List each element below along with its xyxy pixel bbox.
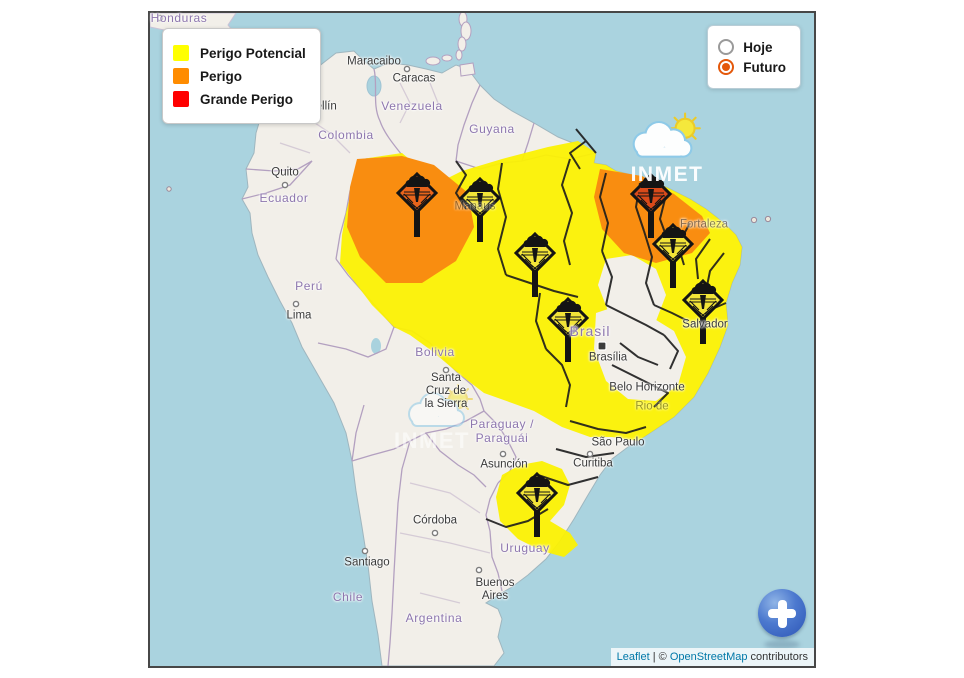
attribution-copyright: © xyxy=(658,651,670,663)
attribution-separator: | xyxy=(649,651,659,663)
alert-area-perigo-northwest xyxy=(347,156,474,283)
forecast-mode-toggle: Hoje Futuro xyxy=(707,25,801,89)
map-canvas xyxy=(150,13,814,666)
plus-icon xyxy=(777,599,787,628)
map-attribution: Leaflet | © OpenStreetMap contributors xyxy=(610,648,814,666)
caribbean-islands xyxy=(425,13,476,77)
zoom-button-shadow xyxy=(764,640,800,649)
radio-icon-futuro[interactable] xyxy=(718,59,735,75)
alert-legend: Perigo Potencial Perigo Grande Perigo xyxy=(162,28,321,124)
legend-label: Perigo xyxy=(200,68,243,84)
radio-option-futuro[interactable]: Futuro xyxy=(718,59,786,75)
openstreetmap-link[interactable]: OpenStreetMap xyxy=(669,651,748,663)
legend-swatch-red xyxy=(173,91,189,107)
zoom-in-button[interactable] xyxy=(758,589,806,637)
radio-icon-hoje[interactable] xyxy=(718,39,735,55)
legend-label: Perigo Potencial xyxy=(200,45,306,61)
atlantic-islets xyxy=(166,186,772,224)
radio-label-futuro: Futuro xyxy=(743,59,786,75)
leaflet-map[interactable]: Honduras Venezuela Colombia Ecuador Guya… xyxy=(148,11,816,668)
attribution-suffix: contributors xyxy=(747,651,808,663)
legend-row-grande-perigo: Grande Perigo xyxy=(173,91,306,107)
radio-label-hoje: Hoje xyxy=(743,39,773,55)
legend-label: Grande Perigo xyxy=(200,91,294,107)
legend-swatch-yellow xyxy=(173,45,189,61)
legend-row-perigo: Perigo xyxy=(173,68,306,84)
radio-option-hoje[interactable]: Hoje xyxy=(718,39,786,55)
legend-row-perigo-potencial: Perigo Potencial xyxy=(173,45,306,61)
legend-swatch-orange xyxy=(173,68,189,84)
no-alert-cutout-southeast xyxy=(594,305,686,401)
leaflet-link[interactable]: Leaflet xyxy=(616,651,650,663)
city-markers xyxy=(156,14,607,574)
lake-titicaca xyxy=(371,338,381,354)
lake-maracaibo xyxy=(366,75,382,97)
